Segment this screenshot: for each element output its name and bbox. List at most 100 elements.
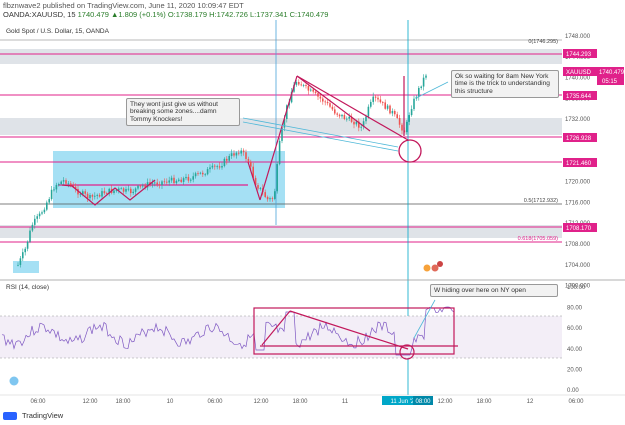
- candle-body: [185, 176, 187, 179]
- rsi-trend-line[interactable]: [289, 310, 409, 350]
- candle-body: [216, 166, 218, 168]
- candle-body: [257, 185, 259, 189]
- note-ny-time[interactable]: Ok so waiting for 8am New York time is t…: [451, 70, 559, 99]
- price-axis[interactable]: [562, 20, 625, 280]
- candle-body: [86, 193, 89, 199]
- candle-body: [125, 188, 127, 192]
- candle-body: [173, 177, 175, 184]
- candle-body: [398, 118, 401, 125]
- candle-body: [355, 121, 358, 125]
- candle-body: [329, 103, 331, 107]
- label-current-bg: [597, 67, 624, 76]
- candle-body: [221, 166, 223, 168]
- scale-icon[interactable]: [9, 376, 19, 386]
- candle-body: [326, 101, 329, 104]
- candle-body: [118, 188, 120, 191]
- candle-body: [307, 86, 310, 91]
- candle-body: [154, 182, 156, 184]
- candle-body: [132, 191, 134, 194]
- impulse-line[interactable]: [259, 75, 298, 201]
- candle-body: [156, 182, 158, 185]
- note1-pointer: [242, 121, 399, 152]
- candle-body: [101, 191, 103, 197]
- candle-body: [70, 183, 72, 186]
- time-label: 06:00: [568, 399, 584, 405]
- rsi-tick-label: 100.00: [567, 285, 586, 291]
- rsi-up-line[interactable]: [261, 310, 291, 346]
- label-symbol-bg: [563, 67, 597, 76]
- candle-body: [46, 202, 48, 210]
- candle-body: [348, 116, 350, 119]
- candle-body: [319, 96, 322, 99]
- rsi-box[interactable]: [253, 307, 455, 355]
- candle-body: [305, 85, 307, 87]
- symbol-info: OANDA:XAUUSD, 15 1740.479 ▲1.809 (+0.1%)…: [3, 10, 328, 19]
- candle-body: [283, 119, 286, 128]
- note-zones[interactable]: They wont just give us without breaking …: [126, 98, 240, 127]
- price-tick-label: 1732.000: [565, 117, 591, 123]
- support-zone: [0, 225, 562, 238]
- candle-body: [170, 177, 173, 181]
- candle-body: [24, 248, 26, 253]
- candle-body: [425, 75, 427, 78]
- candle-body: [401, 124, 403, 131]
- candle-body: [142, 185, 144, 187]
- candle-body: [343, 114, 346, 119]
- candle-body: [17, 264, 19, 266]
- candle-body: [218, 166, 221, 168]
- time-label: 12:00: [253, 399, 269, 405]
- event-flag-icon-3[interactable]: [437, 261, 443, 267]
- candle-body: [89, 195, 91, 199]
- candle-body: [34, 218, 36, 225]
- candle-body: [247, 158, 250, 162]
- chart-title: Gold Spot / U.S. Dollar, 15, OANDA: [6, 28, 110, 35]
- candle-body: [410, 109, 413, 116]
- time-label: 18:00: [476, 399, 492, 405]
- drop-line[interactable]: [247, 161, 261, 201]
- candle-body: [250, 161, 252, 167]
- event-flag-icon[interactable]: [423, 264, 431, 272]
- label-1744: 1744.293: [566, 52, 592, 58]
- time-cursor-bg-2: [413, 396, 433, 405]
- chart-area[interactable]: Gold Spot / U.S. Dollar, 15, OANDA 1748.…: [0, 20, 625, 425]
- time-axis[interactable]: 06:00 12:00 18:00 10 06:00 12:00 18:00 11 11 Jun…: [30, 396, 584, 405]
- candle-body: [300, 84, 302, 86]
- tradingview-logo[interactable]: TradingView: [3, 411, 63, 421]
- flag-top-line[interactable]: [296, 75, 371, 132]
- candle-body: [180, 179, 182, 182]
- candle-body: [384, 102, 386, 109]
- candle-body: [214, 165, 216, 167]
- candle-body: [240, 150, 242, 154]
- candle-body: [19, 258, 22, 265]
- candle-body: [103, 191, 106, 194]
- event-flag-icon-2[interactable]: [431, 264, 439, 272]
- note-w-hiding[interactable]: W hiding over here on NY open: [430, 284, 558, 298]
- candle-body: [235, 152, 238, 156]
- candle-body: [379, 99, 382, 103]
- candle-body: [233, 153, 235, 156]
- w-pattern-drawing[interactable]: [61, 179, 156, 206]
- flag-line[interactable]: [296, 75, 409, 141]
- candle-body: [194, 173, 197, 177]
- candle-body: [41, 212, 43, 214]
- candle-body: [242, 150, 245, 153]
- candle-body: [50, 189, 53, 200]
- rsi-title: RSI (14, close): [6, 284, 49, 291]
- chart-svg[interactable]: Gold Spot / U.S. Dollar, 15, OANDA 1748.…: [0, 20, 625, 425]
- label-1726: 1726.928: [566, 136, 592, 142]
- price-tick-label: 1704.000: [565, 263, 591, 269]
- rsi-circle[interactable]: [399, 344, 415, 360]
- label-1735: 1735.644: [566, 94, 592, 100]
- ohlc-line: 1740.479 ▲1.809 (+0.1%) O:1738.179 H:174…: [77, 10, 329, 19]
- highlight-circle[interactable]: [398, 139, 422, 163]
- time-label: 11: [342, 399, 349, 405]
- candle-body: [413, 98, 415, 110]
- candle-body: [137, 185, 139, 189]
- candle-body: [274, 191, 276, 199]
- time-label: 11 Jun '20: [390, 399, 418, 405]
- candle-body: [182, 178, 185, 182]
- candle-body: [62, 180, 65, 182]
- rsi-band: [0, 316, 562, 358]
- time-label: 18:00: [115, 399, 131, 405]
- candle-body: [271, 198, 274, 199]
